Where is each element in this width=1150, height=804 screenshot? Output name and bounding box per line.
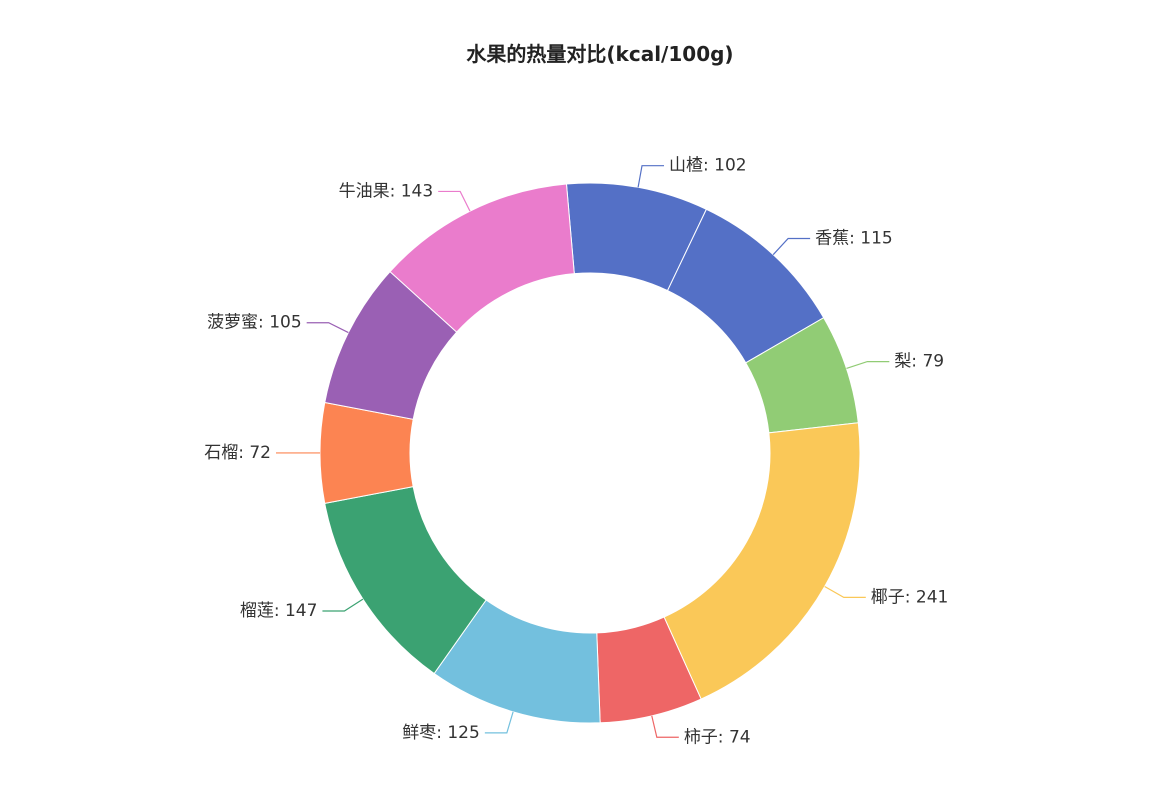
leader-line-4 [651,715,679,738]
leader-line-8 [306,322,349,334]
slice-label-4: 柿子: 74 [684,727,751,747]
slice-label-7: 石榴: 72 [204,443,271,463]
slices-layer [319,182,861,724]
slice-label-0: 山楂: 102 [669,156,747,176]
slice-label-6: 榴莲: 147 [240,601,318,621]
slice-label-1: 香蕉: 115 [815,229,893,249]
slice-label-2: 梨: 79 [894,352,944,372]
leader-line-3 [824,586,866,599]
slice-9[interactable] [389,183,575,333]
leader-line-1 [772,237,811,256]
slice-7[interactable] [319,401,414,504]
leader-lines-layer [276,165,890,738]
chart-title: 水果的热量对比(kcal/100g) [466,42,734,66]
slice-label-3: 椰子: 241 [871,587,949,607]
leader-line-5 [484,711,514,734]
leader-line-2 [846,360,890,370]
leader-line-0 [637,165,665,188]
labels-layer: 山楂: 102 香蕉: 115 梨: 79 椰子: 241 柿子: 74 鲜枣: 125 榴… [204,156,948,748]
leader-line-6 [322,598,364,612]
slice-3[interactable] [663,422,861,700]
slice-label-9: 牛油果: 143 [339,181,434,201]
leader-line-9 [438,190,471,212]
slice-label-5: 鲜枣: 125 [402,723,480,743]
slice-label-8: 菠萝蜜: 105 [207,313,302,333]
